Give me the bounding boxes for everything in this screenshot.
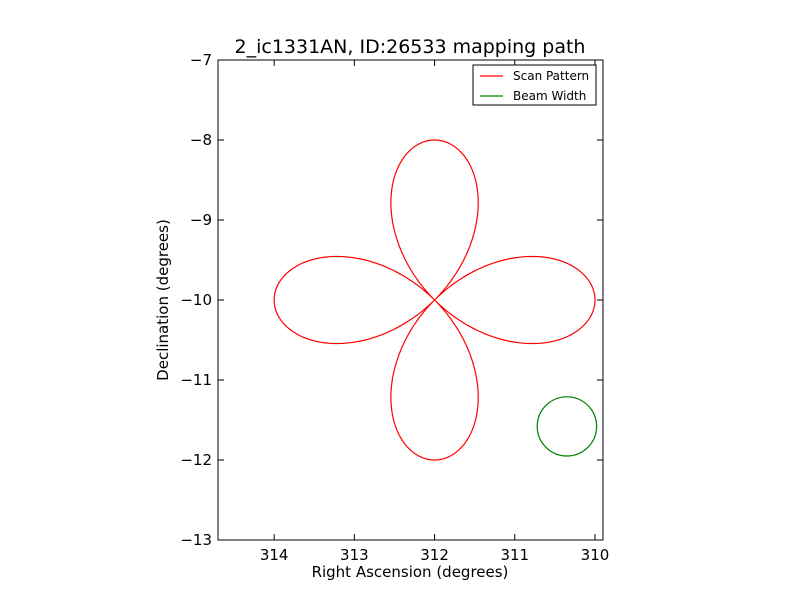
x-tick-label: 311	[500, 546, 529, 564]
plot-area	[273, 139, 598, 461]
axes-frame	[217, 59, 604, 541]
beam-width-circle	[536, 396, 598, 457]
x-tick-label: 312	[420, 546, 449, 564]
y-tick-label: −10	[180, 291, 212, 309]
legend-label-scan-pattern: Scan Pattern	[513, 69, 589, 83]
x-axis-label: Right Ascension (degrees)	[312, 563, 509, 581]
x-tick-label: 313	[340, 546, 369, 564]
x-tick-label: 314	[260, 546, 289, 564]
x-tick-label: 310	[581, 546, 610, 564]
legend-box	[472, 64, 597, 106]
y-tick-label: −13	[180, 531, 212, 549]
y-tick-label: −11	[180, 371, 212, 389]
y-tick-label: −12	[180, 451, 212, 469]
legend: Scan Pattern Beam Width	[472, 64, 597, 106]
y-axis-label: Declination (degrees)	[154, 219, 172, 381]
y-tick-label: −9	[190, 211, 212, 229]
y-tick-label: −8	[190, 131, 212, 149]
legend-label-beam-width: Beam Width	[513, 89, 586, 103]
y-tick-label: −7	[190, 51, 212, 69]
axis-ticks: 314 313 312 311 310 −13 −12 −11 −10 −9 −8 −7	[180, 51, 609, 564]
scan-pattern-line	[273, 139, 596, 461]
chart-title: 2_ic1331AN, ID:26533 mapping path	[235, 36, 586, 58]
